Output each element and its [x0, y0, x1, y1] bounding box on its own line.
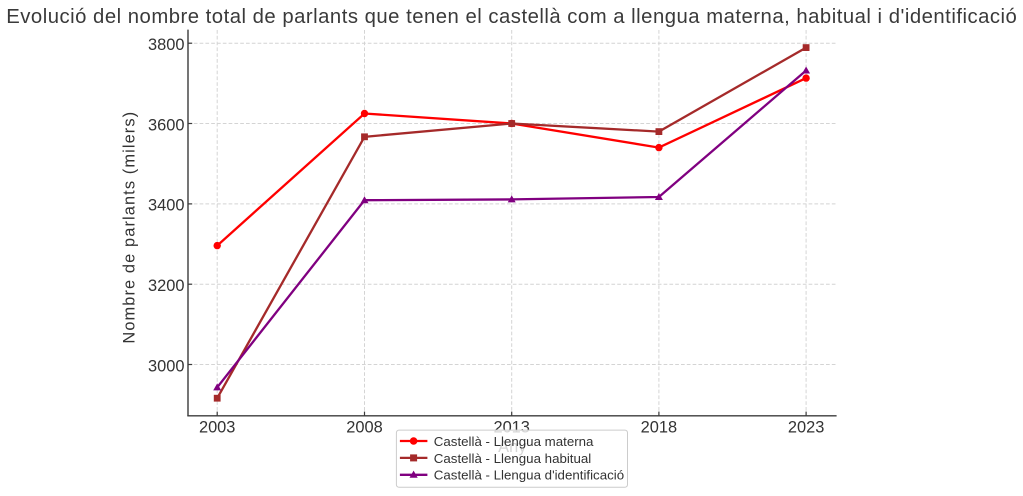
svg-text:Castellà - Llengua habitual: Castellà - Llengua habitual [434, 451, 591, 466]
svg-text:3000: 3000 [148, 357, 184, 375]
svg-text:2008: 2008 [346, 418, 382, 436]
svg-text:3600: 3600 [148, 116, 184, 134]
svg-text:3400: 3400 [148, 197, 184, 215]
svg-text:2003: 2003 [199, 418, 235, 436]
svg-text:3800: 3800 [148, 36, 184, 54]
svg-text:Castellà - Llengua materna: Castellà - Llengua materna [434, 434, 594, 449]
svg-text:2018: 2018 [641, 418, 677, 436]
svg-text:3200: 3200 [148, 277, 184, 295]
svg-text:2023: 2023 [788, 418, 824, 436]
svg-text:Evolució del nombre total de p: Evolució del nombre total de parlants qu… [6, 6, 1017, 28]
svg-text:Castellà - Llengua d'identific: Castellà - Llengua d'identificació [434, 468, 624, 483]
svg-text:Nombre de parlants (milers): Nombre de parlants (milers) [121, 111, 139, 344]
